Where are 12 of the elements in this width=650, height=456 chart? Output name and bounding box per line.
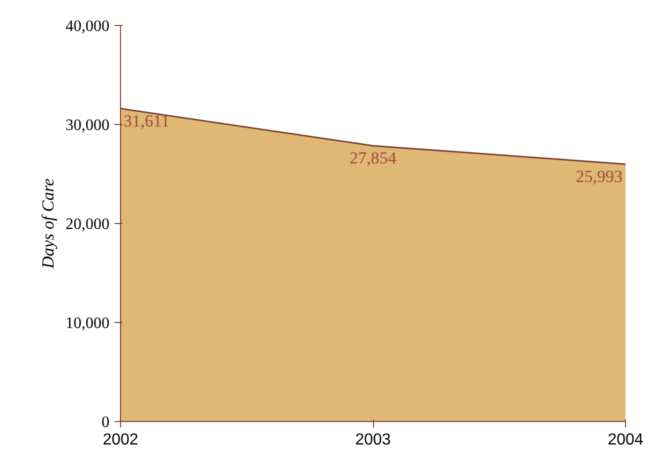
data-label: 25,993 <box>576 167 622 186</box>
x-tick-label: 2004 <box>608 432 644 448</box>
x-tick-label: 2003 <box>355 432 391 448</box>
y-tick-label: 30,000 <box>66 117 110 134</box>
data-label: 27,854 <box>350 148 397 168</box>
y-tick-label: 40,000 <box>66 18 110 35</box>
y-axis-title: Days of Care <box>38 178 58 270</box>
data-label: 31,611 <box>124 112 170 131</box>
y-tick-label: 10,000 <box>66 315 110 332</box>
y-tick-label: 20,000 <box>66 216 110 233</box>
x-tick-label: 2002 <box>102 432 138 448</box>
y-tick-label: 0 <box>102 414 110 431</box>
